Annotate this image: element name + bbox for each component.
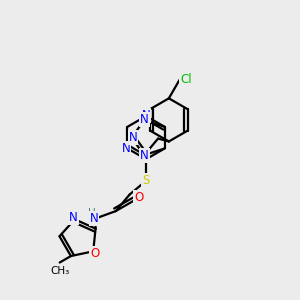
Text: H: H — [88, 208, 96, 218]
Text: N: N — [140, 149, 148, 162]
Text: O: O — [90, 247, 99, 260]
Text: N: N — [122, 142, 130, 155]
Text: N: N — [69, 211, 78, 224]
Text: N: N — [140, 113, 148, 126]
Text: CH₃: CH₃ — [50, 266, 69, 276]
Text: N: N — [89, 212, 98, 225]
Text: S: S — [142, 174, 150, 187]
Text: N: N — [129, 131, 137, 144]
Text: O: O — [134, 191, 144, 204]
Text: N: N — [142, 109, 150, 122]
Text: Cl: Cl — [180, 73, 192, 86]
